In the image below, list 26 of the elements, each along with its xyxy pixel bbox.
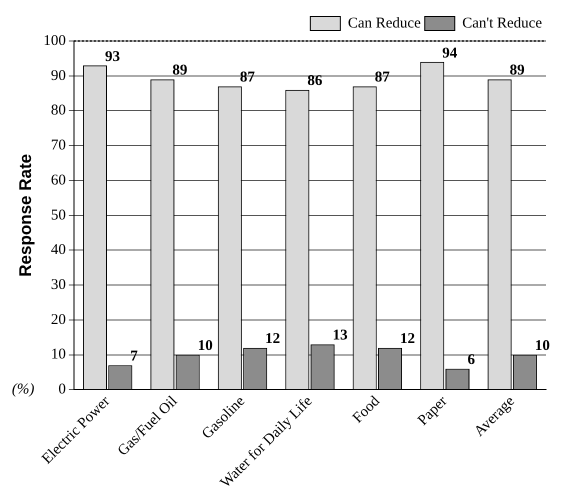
y-tick-label: 90	[50, 68, 66, 84]
data-label: 89	[172, 62, 188, 79]
data-label: 10	[198, 338, 213, 354]
y-tick-label: 60	[50, 172, 66, 188]
data-label: 89	[510, 62, 525, 79]
y-tick-label: 0	[58, 382, 66, 398]
y-tick-label: 10	[50, 346, 66, 363]
y-tick-label: 30	[50, 277, 66, 293]
text: (%)	[12, 382, 34, 398]
data-label: 13	[332, 328, 348, 344]
legend-label: Can Reduce	[348, 15, 422, 32]
y-tick-label: 40	[50, 242, 66, 258]
data-label: 12	[265, 331, 280, 348]
y-tick-label: 100	[43, 32, 66, 49]
data-label: 86	[307, 73, 323, 90]
y-axis-title: Response Rate	[16, 154, 35, 277]
data-label: 6	[467, 352, 476, 368]
data-label: 93	[104, 48, 120, 65]
data-label: 10	[534, 338, 550, 354]
y-tick-label: 50	[50, 207, 66, 224]
data-label: 12	[400, 331, 416, 348]
y-tick-label: 20	[50, 312, 66, 328]
y-tick-label: 80	[50, 102, 66, 119]
data-label: 94	[442, 45, 458, 62]
legend-label: Can't Reduce	[462, 15, 542, 32]
y-tick-label: 70	[50, 138, 66, 154]
